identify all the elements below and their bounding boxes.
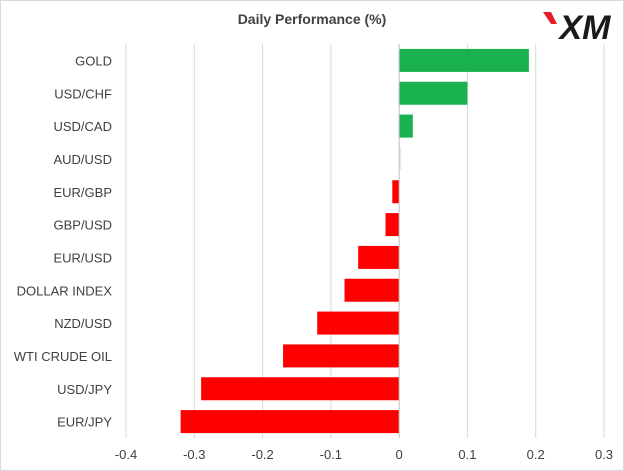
x-tick-label: -0.3 <box>183 447 205 462</box>
bar-eur-jpy <box>180 410 400 434</box>
bar-gbp-usd <box>385 213 400 237</box>
svg-text:XM: XM <box>558 9 612 44</box>
xm-logo-icon: XM <box>543 9 612 44</box>
category-label: USD/CAD <box>53 119 112 134</box>
x-tick-label: -0.1 <box>320 447 342 462</box>
category-label: EUR/JPY <box>57 415 112 430</box>
category-labels: GOLD USD/CHF USD/CAD AUD/USD EUR/GBP GBP/USD E… <box>14 53 113 429</box>
chart-title: Daily Performance (%) <box>238 11 387 27</box>
x-tick-label: 0 <box>396 447 403 462</box>
bar-usd-cad <box>399 114 413 138</box>
x-tick-label: -0.2 <box>251 447 273 462</box>
bar-usd-jpy <box>201 377 400 401</box>
bar-eur-gbp <box>392 180 400 204</box>
category-label: WTI CRUDE OIL <box>14 349 112 364</box>
x-tick-label: 0.2 <box>527 447 545 462</box>
category-label: AUD/USD <box>53 152 112 167</box>
gridlines <box>125 44 605 438</box>
bar-wti-crude-oil <box>283 344 400 368</box>
category-label: DOLLAR INDEX <box>17 283 113 298</box>
bar-eur-usd <box>358 245 400 269</box>
bars <box>180 48 529 434</box>
category-label: NZD/USD <box>54 316 112 331</box>
x-tick-label: 0.1 <box>458 447 476 462</box>
bar-gold <box>399 48 529 72</box>
bar-dollar-index <box>344 278 400 302</box>
category-label: USD/CHF <box>54 86 112 101</box>
x-tick-label: -0.4 <box>115 447 137 462</box>
category-label: EUR/GBP <box>53 185 112 200</box>
x-tick-labels: -0.4 -0.3 -0.2 -0.1 0 0.1 0.2 0.3 <box>115 447 613 462</box>
bar-nzd-usd <box>317 311 400 335</box>
category-label: EUR/USD <box>53 250 112 265</box>
category-label: USD/JPY <box>57 382 112 397</box>
category-label: GOLD <box>75 53 112 68</box>
bar-usd-chf <box>399 81 468 105</box>
x-tick-label: 0.3 <box>595 447 613 462</box>
bar-aud-usd <box>399 147 402 171</box>
category-label: GBP/USD <box>53 218 112 233</box>
